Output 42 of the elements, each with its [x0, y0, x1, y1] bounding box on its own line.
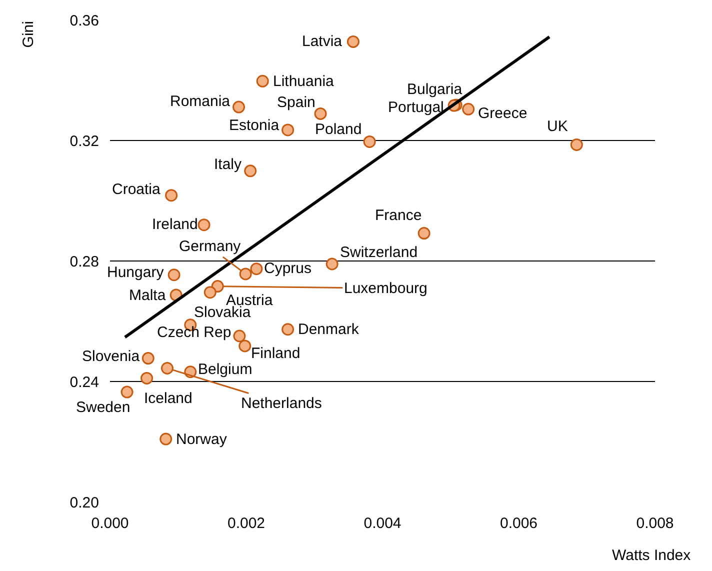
annotation: Norway: [176, 431, 228, 448]
annotation: Iceland: [144, 390, 192, 407]
annotation: Denmark: [298, 321, 360, 338]
annotation: Portugal: [388, 99, 444, 116]
annotation: Slovakia: [194, 304, 252, 321]
annotation: Croatia: [112, 181, 162, 198]
y-tick-label: 0.28: [70, 253, 99, 270]
annotation: Netherlands: [241, 395, 322, 412]
annotation: Lithuania: [273, 73, 335, 90]
annotation: Luxembourg: [344, 280, 428, 297]
x-tick-label: 0.004: [364, 515, 402, 532]
annotation: Finland: [251, 345, 300, 362]
annotation: UK: [547, 118, 568, 135]
annotation: Czech Rep: [157, 324, 232, 341]
annotation: Poland: [315, 121, 362, 138]
x-tick-label: 0.000: [91, 515, 129, 532]
annotation: Belgium: [198, 361, 252, 378]
y-tick-label: 0.36: [70, 12, 99, 30]
annotation: Spain: [277, 94, 316, 111]
x-tick-label: 0.006: [500, 515, 538, 532]
y-tick-label: 0.24: [70, 374, 99, 391]
annotation: Cyprus: [264, 260, 312, 277]
annotation: Latvia: [302, 33, 343, 50]
annotation: Malta: [129, 287, 166, 304]
annotation: Germany: [179, 238, 242, 255]
annotation: Ireland: [152, 216, 198, 233]
x-tick-label: 0.002: [227, 515, 266, 532]
annotation: Estonia: [229, 117, 280, 134]
annotation: Bulgaria: [407, 81, 463, 98]
annotation: Italy: [214, 156, 242, 173]
annotation: Sweden: [76, 399, 130, 416]
annotation: Romania: [170, 93, 231, 110]
y-tick-label: 0.20: [70, 494, 99, 512]
annotation: Slovenia: [82, 348, 140, 365]
annotation: France: [375, 207, 422, 224]
annotation: Greece: [478, 105, 528, 122]
annotation: Hungary: [107, 264, 164, 281]
annotation: Switzerland: [340, 244, 418, 261]
y-tick-label: 0.32: [70, 132, 99, 150]
x-axis-title: Watts Index: [612, 547, 692, 564]
x-tick-label: 0.008: [636, 515, 674, 532]
y-axis-title: Gini: [20, 21, 37, 48]
